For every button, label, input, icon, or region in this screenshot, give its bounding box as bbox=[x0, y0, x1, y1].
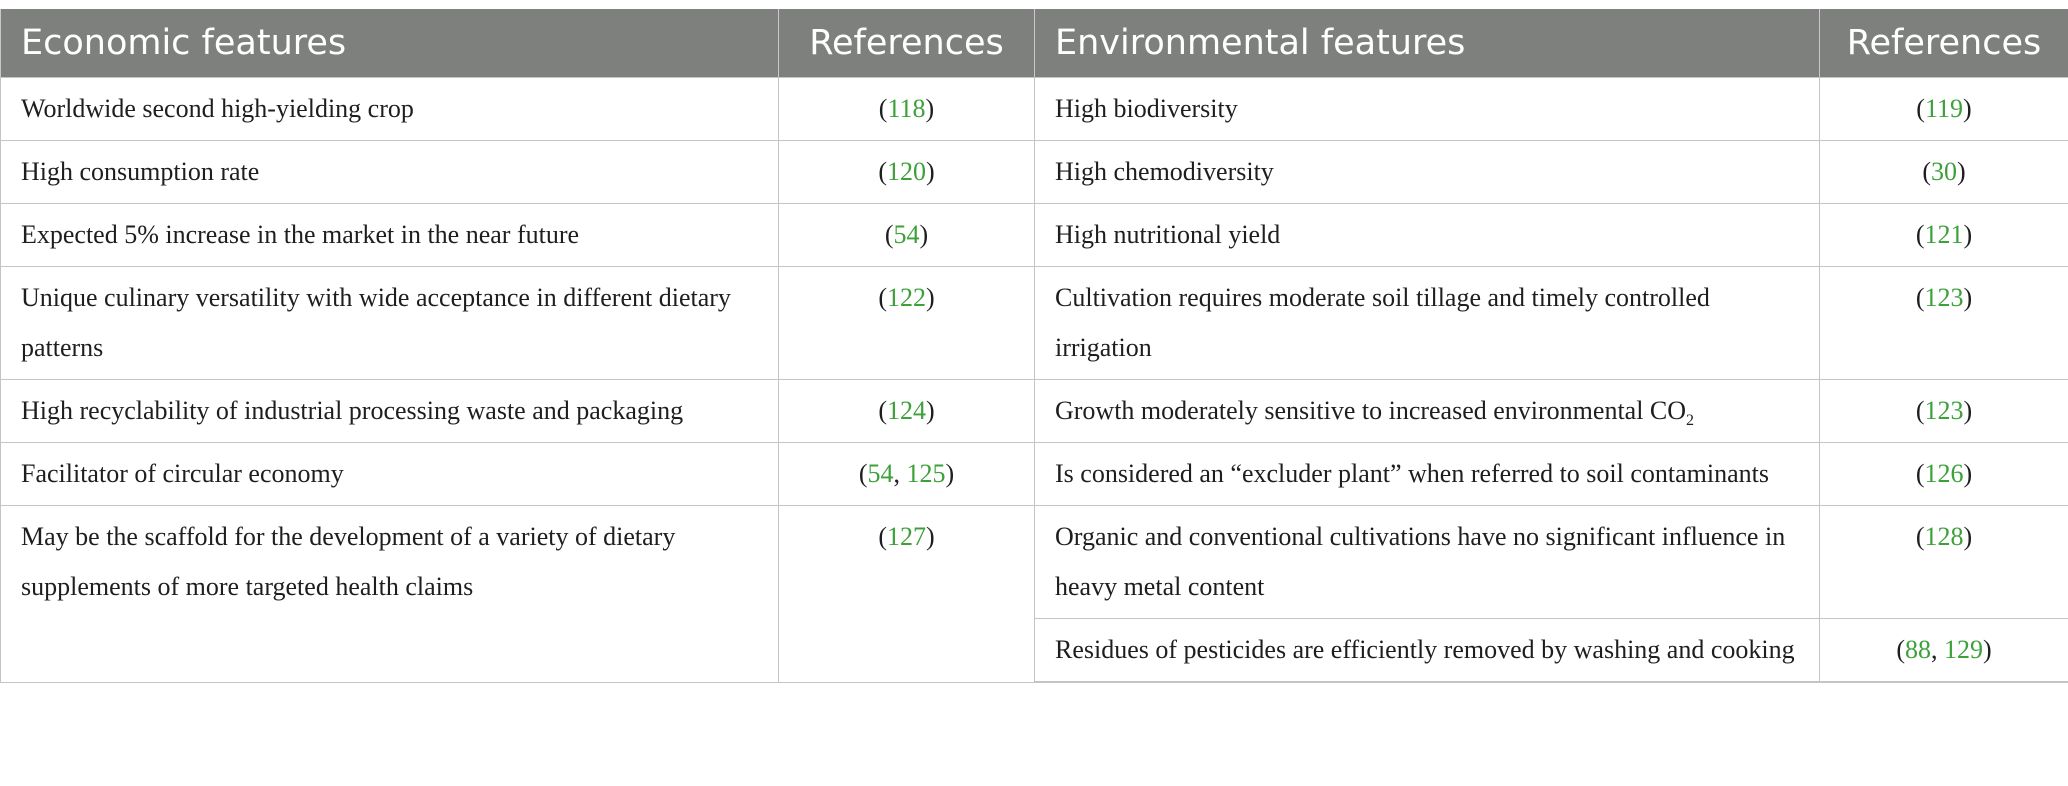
environmental-reference-cell: (119) bbox=[1819, 77, 2068, 141]
header-environmental-references: References bbox=[1819, 9, 2068, 78]
features-table: Economic features References Environment… bbox=[0, 9, 2068, 683]
table-row: High recyclability of industrial process… bbox=[0, 379, 2068, 443]
citation-link[interactable]: 123 bbox=[1924, 396, 1964, 425]
citation-link[interactable]: 128 bbox=[1924, 522, 1964, 551]
environmental-feature-cell: Residues of pesticides are efficiently r… bbox=[1034, 618, 1820, 683]
economic-reference-cell: (124) bbox=[778, 379, 1035, 443]
citation-link[interactable]: 118 bbox=[887, 94, 926, 123]
header-economic-features: Economic features bbox=[0, 9, 779, 78]
environmental-reference-cell: (121) bbox=[1819, 203, 2068, 267]
citation-link[interactable]: 125 bbox=[906, 459, 946, 488]
citation-link[interactable]: 54 bbox=[867, 459, 894, 488]
citation-link[interactable]: 54 bbox=[893, 220, 920, 249]
environmental-feature-cell: High chemodiversity bbox=[1034, 140, 1820, 204]
citation-link[interactable]: 30 bbox=[1931, 157, 1957, 186]
economic-reference-cell: (127) bbox=[778, 505, 1035, 683]
economic-reference-cell: (54) bbox=[778, 203, 1035, 267]
environmental-reference-cell: (88, 129) bbox=[1819, 618, 2068, 683]
environmental-feature-cell: High biodiversity bbox=[1034, 77, 1820, 141]
economic-feature-cell: High consumption rate bbox=[0, 140, 779, 204]
economic-feature-cell: Expected 5% increase in the market in th… bbox=[0, 203, 779, 267]
environmental-feature-cell: High nutritional yield bbox=[1034, 203, 1820, 267]
environmental-reference-cell: (123) bbox=[1819, 266, 2068, 380]
environmental-reference-cell: (126) bbox=[1819, 442, 2068, 506]
economic-reference-cell: (122) bbox=[778, 266, 1035, 380]
header-economic-references: References bbox=[778, 9, 1035, 78]
economic-feature-cell: Facilitator of circular economy bbox=[0, 442, 779, 506]
economic-feature-cell: High recyclability of industrial process… bbox=[0, 379, 779, 443]
header-environmental-features: Environmental features bbox=[1034, 9, 1820, 78]
environmental-feature-cell: Growth moderately sensitive to increased… bbox=[1034, 379, 1820, 443]
economic-reference-cell: (54, 125) bbox=[778, 442, 1035, 506]
environmental-reference-cell: (128) bbox=[1819, 505, 2068, 619]
table-row: Worldwide second high-yielding crop (118… bbox=[0, 77, 2068, 141]
environmental-feature-cell: Cultivation requires moderate soil tilla… bbox=[1034, 266, 1820, 380]
citation-link[interactable]: 120 bbox=[887, 157, 926, 186]
table-row: Facilitator of circular economy (54, 125… bbox=[0, 442, 2068, 506]
table-row: May be the scaffold for the development … bbox=[0, 505, 2068, 683]
economic-reference-cell: (118) bbox=[778, 77, 1035, 141]
environmental-reference-cell: (30) bbox=[1819, 140, 2068, 204]
environmental-feature-cell: Organic and conventional cultivations ha… bbox=[1034, 505, 1820, 619]
economic-feature-cell: Unique culinary versatility with wide ac… bbox=[0, 266, 779, 380]
table-row: Expected 5% increase in the market in th… bbox=[0, 203, 2068, 267]
economic-feature-cell: Worldwide second high-yielding crop bbox=[0, 77, 779, 141]
table-header-row: Economic features References Environment… bbox=[0, 9, 2068, 78]
citation-link[interactable]: 129 bbox=[1944, 635, 1983, 664]
feature-text: Growth moderately sensitive to increased… bbox=[1055, 396, 1687, 425]
citation-link[interactable]: 123 bbox=[1924, 283, 1964, 312]
table-row: Unique culinary versatility with wide ac… bbox=[0, 266, 2068, 380]
environmental-feature-cell: Is considered an “excluder plant” when r… bbox=[1034, 442, 1820, 506]
citation-link[interactable]: 88 bbox=[1905, 635, 1931, 664]
environmental-reference-cell: (123) bbox=[1819, 379, 2068, 443]
citation-link[interactable]: 121 bbox=[1924, 220, 1964, 249]
economic-feature-cell: May be the scaffold for the development … bbox=[0, 505, 779, 683]
citation-link[interactable]: 122 bbox=[887, 283, 926, 312]
citation-link[interactable]: 127 bbox=[887, 522, 926, 551]
citation-link[interactable]: 124 bbox=[887, 396, 926, 425]
table-row: High consumption rate (120) High chemodi… bbox=[0, 140, 2068, 204]
citation-link[interactable]: 119 bbox=[1924, 94, 1964, 123]
subscript-2: 2 bbox=[1686, 412, 1695, 430]
economic-reference-cell: (120) bbox=[778, 140, 1035, 204]
table-row: Residues of pesticides are efficiently r… bbox=[1, 618, 2068, 683]
citation-link[interactable]: 126 bbox=[1924, 459, 1964, 488]
